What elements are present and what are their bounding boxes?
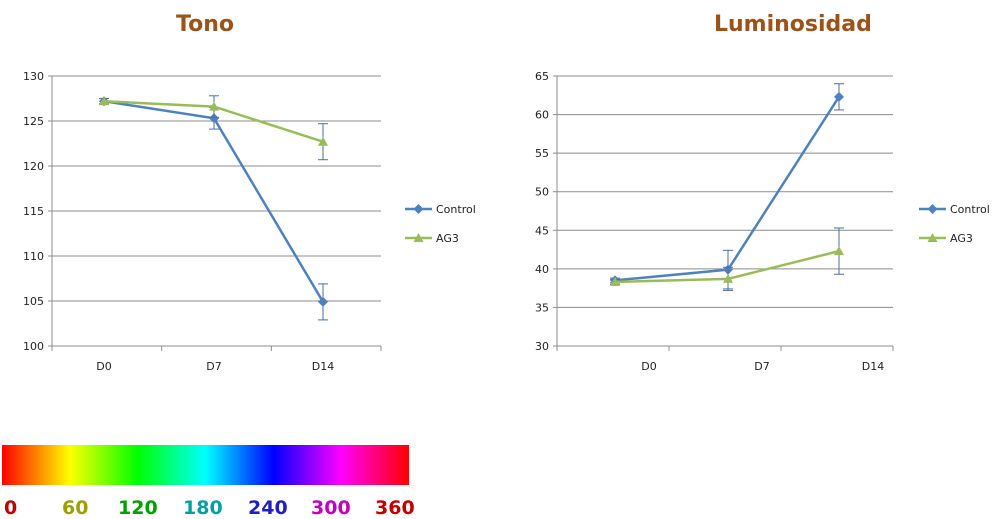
legend-marker [927,204,938,214]
series-ag3 [610,227,844,291]
hue-label: 300 [311,497,351,519]
legend-label: Control [950,203,990,216]
y-tick-label: 125 [23,115,44,128]
legend-entry-control: Control [405,203,476,216]
data-point [318,136,328,146]
y-tick-label: 30 [535,340,549,353]
x-tick-label: D0 [641,360,656,373]
hue-label: 0 [4,497,18,519]
y-tick-label: 110 [23,250,44,263]
chart-title-luminosidad: Luminosidad [714,12,872,37]
y-tick-label: 105 [23,295,44,308]
y-tick-label: 50 [535,186,549,199]
series-line [614,96,841,282]
chart-tono: 100 105 110 115 120 125 130 D0 D7 D14 Control AG3 [23,70,476,373]
x-tick-label: D7 [206,360,221,373]
y-tick-label: 60 [535,109,549,122]
data-point [723,273,733,283]
series-ag3 [99,95,328,161]
hue-label: 60 [62,497,89,519]
legend-marker [927,233,938,242]
y-tick-label: 40 [535,263,549,276]
legend-marker [413,233,424,242]
hue-label: 240 [248,497,288,519]
hue-label: 180 [183,497,223,519]
legend-label: Control [436,203,476,216]
legend-label: AG3 [436,232,459,245]
data-point [834,91,844,102]
y-tick-label: 115 [23,205,44,218]
data-point [610,276,620,286]
chart-title-tono: Tono [176,12,234,37]
y-tick-label: 100 [23,340,44,353]
y-tick-label: 120 [23,160,44,173]
legend-entry-ag3: AG3 [405,232,459,245]
x-tick-label: D14 [312,360,334,373]
chart-luminosidad: 30 35 40 45 50 55 60 65 D0 D7 D14 Control AG3 [535,70,990,373]
series-control [99,96,328,321]
hue-label: 120 [118,497,158,519]
legend-entry-ag3: AG3 [919,232,973,245]
hue-label: 360 [375,497,415,519]
legend-label: AG3 [950,232,973,245]
data-point [834,246,844,256]
x-tick-label: D7 [754,360,769,373]
data-point [209,101,219,111]
data-point [318,296,328,307]
y-tick-label: 130 [23,70,44,83]
y-tick-label: 35 [535,301,549,314]
x-tick-label: D14 [862,360,884,373]
y-tick-label: 45 [535,224,549,237]
legend-entry-control: Control [919,203,990,216]
y-tick-label: 55 [535,147,549,160]
hue-color-scale-bar [2,445,409,485]
x-tick-label: D0 [96,360,111,373]
y-tick-label: 65 [535,70,549,83]
data-point [99,96,109,106]
data-point [209,113,219,124]
legend-marker [413,204,424,214]
